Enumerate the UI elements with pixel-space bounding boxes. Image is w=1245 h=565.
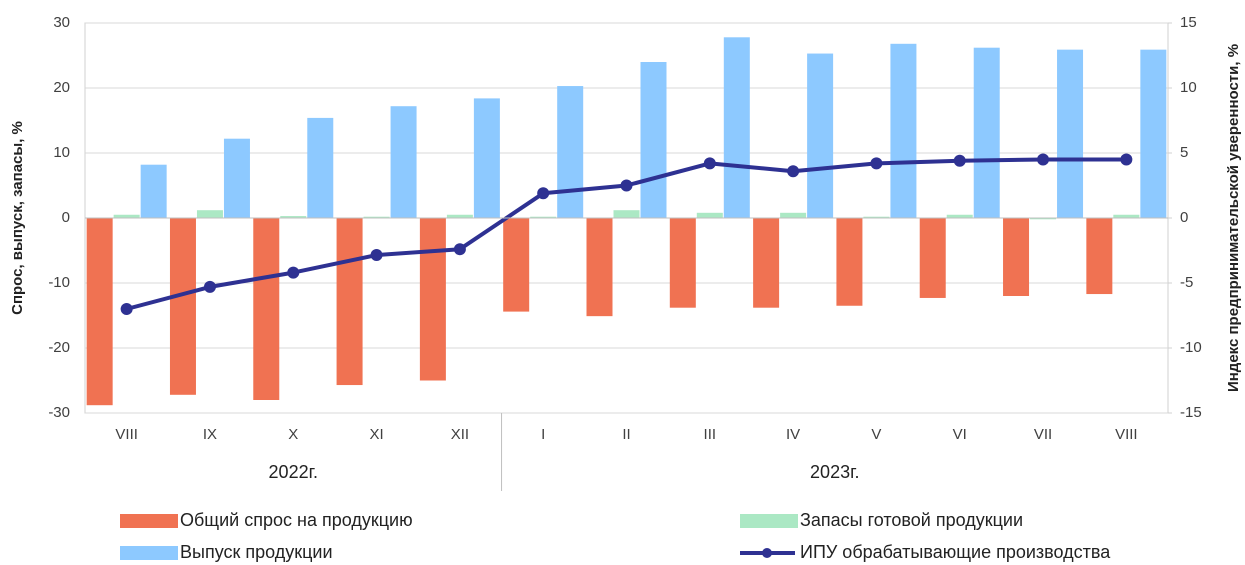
bar [973, 47, 1000, 219]
line-marker [953, 154, 966, 167]
bar [836, 218, 863, 306]
bar [586, 218, 613, 317]
line-marker [787, 165, 800, 178]
bar [863, 216, 890, 218]
legend-label: Запасы готовой продукции [800, 510, 1023, 530]
x-tick-label: VIII [115, 426, 138, 443]
year-label: 2023г. [810, 462, 859, 482]
y-tick-label: 20 [53, 79, 70, 96]
bar [336, 218, 363, 386]
bar [419, 218, 446, 381]
line-marker [620, 179, 633, 192]
x-tick-label: III [704, 426, 717, 443]
bar [640, 62, 667, 218]
y-tick-label: 30 [53, 14, 70, 31]
bar [919, 218, 946, 298]
line-marker [120, 303, 133, 315]
x-tick-label: VII [1034, 426, 1052, 443]
line-marker [703, 157, 716, 170]
bar [140, 164, 167, 218]
y2-tick-label: 10 [1180, 79, 1197, 96]
bar [1140, 49, 1167, 219]
bar [253, 218, 280, 400]
year-label: 2022г. [269, 462, 318, 482]
y-axis-title: Спрос, выпуск, запасы, % [9, 121, 26, 315]
legend-label: Общий спрос на продукцию [180, 510, 413, 530]
bar [696, 212, 723, 218]
bar [723, 37, 750, 218]
line-marker [1120, 153, 1133, 166]
x-tick-label: X [288, 426, 298, 443]
line-marker [1037, 153, 1050, 166]
y2-tick-label: -10 [1180, 339, 1202, 356]
bar [446, 214, 473, 218]
legend-marker [762, 548, 772, 558]
bar [503, 218, 530, 312]
x-tick-label: I [541, 426, 545, 443]
line-marker [870, 157, 883, 170]
legend-swatch [120, 546, 178, 560]
line-marker [453, 243, 466, 256]
bar [1113, 214, 1140, 218]
x-tick-label: XII [451, 426, 469, 443]
y-tick-label: 0 [62, 209, 70, 226]
bar [86, 218, 113, 406]
y2-tick-label: -5 [1180, 274, 1193, 291]
x-tick-label: VIII [1115, 426, 1138, 443]
legend-swatch [740, 514, 798, 528]
x-tick-label: IX [203, 426, 217, 443]
bar [1030, 218, 1057, 220]
x-tick-label: V [871, 426, 881, 443]
bar [390, 106, 417, 218]
line-marker [203, 280, 216, 293]
y-tick-label: -20 [48, 339, 70, 356]
y2-tick-label: 0 [1180, 209, 1188, 226]
bar [890, 43, 917, 218]
x-tick-label: IV [786, 426, 800, 443]
bar [669, 218, 696, 308]
x-tick-label: II [622, 426, 630, 443]
bar [113, 214, 140, 218]
bar [473, 98, 500, 218]
legend-swatch [120, 514, 178, 528]
legend-label: Выпуск продукции [180, 542, 333, 562]
y2-axis-title: Индекс предпринимательской уверенности, … [1225, 44, 1242, 392]
x-tick-label: VI [953, 426, 967, 443]
bar [946, 214, 973, 218]
line-marker [287, 266, 300, 279]
y-tick-label: -10 [48, 274, 70, 291]
x-tick-label: XI [369, 426, 383, 443]
y-tick-label: -30 [48, 404, 70, 421]
bar [169, 218, 196, 395]
y2-tick-label: 15 [1180, 14, 1197, 31]
bar [196, 210, 223, 218]
y2-tick-label: 5 [1180, 144, 1188, 161]
legend-label: ИПУ обрабатывающие производства [800, 542, 1111, 562]
bar [1086, 218, 1113, 295]
bar [280, 216, 307, 218]
y-tick-label: 10 [53, 144, 70, 161]
bar [807, 53, 834, 218]
bar [223, 138, 250, 218]
bar [557, 86, 584, 218]
y2-tick-label: -15 [1180, 404, 1202, 421]
bar [1057, 49, 1084, 219]
bar [613, 210, 640, 218]
bar [753, 218, 780, 308]
bar [307, 117, 334, 218]
bar [1003, 218, 1030, 296]
bar [363, 216, 390, 218]
bar [530, 216, 557, 218]
line-marker [537, 187, 550, 200]
line-marker [370, 249, 383, 262]
bar [780, 212, 807, 218]
